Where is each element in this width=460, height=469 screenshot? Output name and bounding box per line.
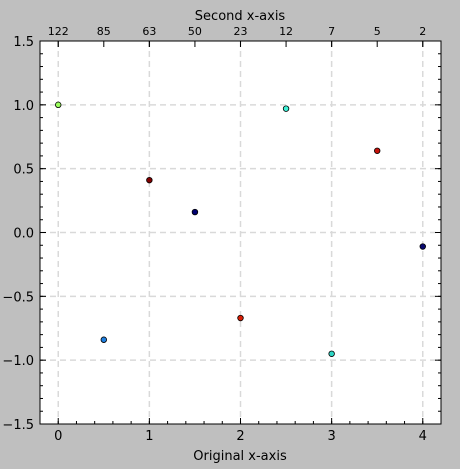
x-tick-label: 2: [236, 429, 244, 444]
plot-frame: [39, 40, 442, 425]
y-tick-label: 1.0: [13, 99, 34, 114]
x-tick-label: 3: [327, 429, 335, 444]
x-tick-label: 4: [419, 429, 427, 444]
scatter-point: [191, 208, 199, 216]
scatter-point: [374, 147, 381, 154]
y-tick-label: −1.0: [2, 354, 34, 369]
y-tick-label: −1.5: [2, 418, 34, 433]
scatter-point: [55, 101, 62, 109]
x-axis-title: Original x-axis: [193, 449, 287, 464]
data-points: [55, 101, 426, 357]
scatter-point: [237, 314, 244, 322]
x2-tick-label: 7: [328, 25, 335, 38]
x-tick-label: 1: [145, 429, 153, 444]
x2-tick-label: 5: [374, 25, 381, 38]
scatter-point: [419, 243, 426, 250]
x2-tick-label: 85: [97, 25, 111, 38]
x2-tick-label: 12: [279, 25, 293, 38]
x-tick-label: 0: [54, 429, 62, 444]
second-x-axis-title: Second x-axis: [195, 9, 286, 24]
x2-tick-label: 63: [142, 25, 156, 38]
x2-tick-label: 122: [48, 25, 69, 38]
y-tick-label: 1.5: [13, 35, 34, 50]
scatter-point: [146, 176, 153, 184]
x2-tick-label: 50: [188, 25, 202, 38]
x2-tick-label: 23: [234, 25, 248, 38]
scatter-point: [100, 336, 107, 343]
y-tick-label: 0.5: [13, 163, 34, 178]
y-tick-label: −0.5: [2, 290, 34, 305]
scatter-point: [328, 350, 335, 357]
x2-tick-label: 2: [419, 25, 426, 38]
y-tick-label: 0.0: [13, 227, 34, 242]
scatter-point: [282, 105, 290, 112]
